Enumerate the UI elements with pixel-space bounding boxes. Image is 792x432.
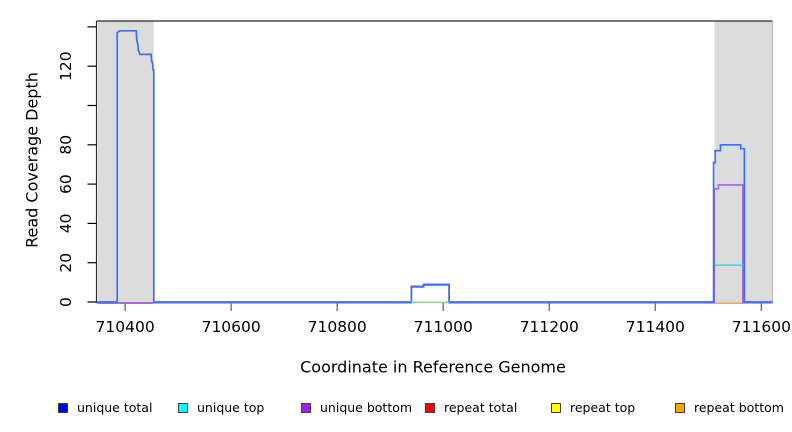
- x-tick-label: 711400: [626, 318, 685, 336]
- y-tick-label: 0: [57, 297, 75, 307]
- repeat-region: [98, 21, 154, 303]
- x-tick-label: 710800: [308, 318, 367, 336]
- y-tick-label: 120: [57, 51, 75, 81]
- x-tick-label: 710600: [202, 318, 261, 336]
- y-tick-label: 60: [57, 174, 75, 194]
- x-tick-label: 711200: [520, 318, 579, 336]
- y-tick-label: 40: [57, 214, 75, 234]
- y-tick-label: 20: [57, 253, 75, 273]
- x-axis-title: Coordinate in Reference Genome: [300, 357, 566, 377]
- x-tick-label: 711000: [414, 318, 473, 336]
- x-tick-label: 711600: [732, 318, 791, 336]
- series-unique-total: [96, 29, 773, 303]
- y-tick-label: 80: [57, 135, 75, 155]
- y-axis-title: Read Coverage Depth: [22, 72, 42, 248]
- x-tick-label: 710400: [96, 318, 155, 336]
